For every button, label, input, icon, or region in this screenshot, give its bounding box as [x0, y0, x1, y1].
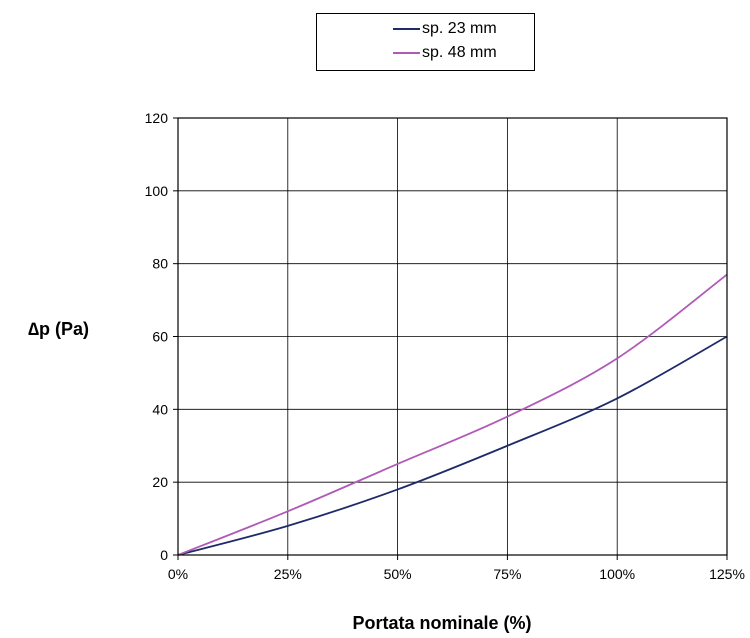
legend-label-1: sp. 48 mm	[422, 44, 497, 61]
series-line-0	[177, 335, 728, 556]
plot-frame	[177, 117, 728, 556]
grid	[177, 117, 728, 556]
y-tick-label: 40	[152, 401, 168, 417]
x-tick-label: 75%	[493, 566, 521, 582]
legend-item-1: sp. 48 mm	[393, 42, 497, 64]
legend-label-0: sp. 23 mm	[422, 20, 497, 37]
series-line-1	[177, 273, 728, 556]
y-axis-label: ∆p (Pa)	[28, 319, 90, 339]
y-tick-label: 120	[145, 110, 169, 126]
x-tick-label: 50%	[384, 566, 412, 582]
legend: sp. 23 mm sp. 48 mm	[316, 13, 535, 71]
y-tick-label: 20	[152, 474, 168, 490]
legend-swatch-1	[393, 52, 420, 54]
x-tick-label: 100%	[599, 566, 635, 582]
y-tick-label: 100	[145, 183, 169, 199]
y-axis-ticks: 0 20 40 60 80 100 120	[145, 110, 178, 563]
y-tick-label: 80	[152, 256, 168, 272]
series-lines	[177, 273, 728, 556]
x-tick-label: 125%	[709, 566, 745, 582]
y-tick-label: 60	[152, 329, 168, 345]
x-tick-label: 0%	[168, 566, 188, 582]
legend-item-0: sp. 23 mm	[393, 18, 497, 40]
x-tick-label: 25%	[274, 566, 302, 582]
legend-swatch-0	[393, 28, 420, 30]
x-axis-ticks: 0% 25% 50% 75% 100% 125%	[168, 555, 745, 582]
x-axis-label: Portata nominale (%)	[352, 613, 532, 633]
y-tick-label: 0	[160, 547, 168, 563]
